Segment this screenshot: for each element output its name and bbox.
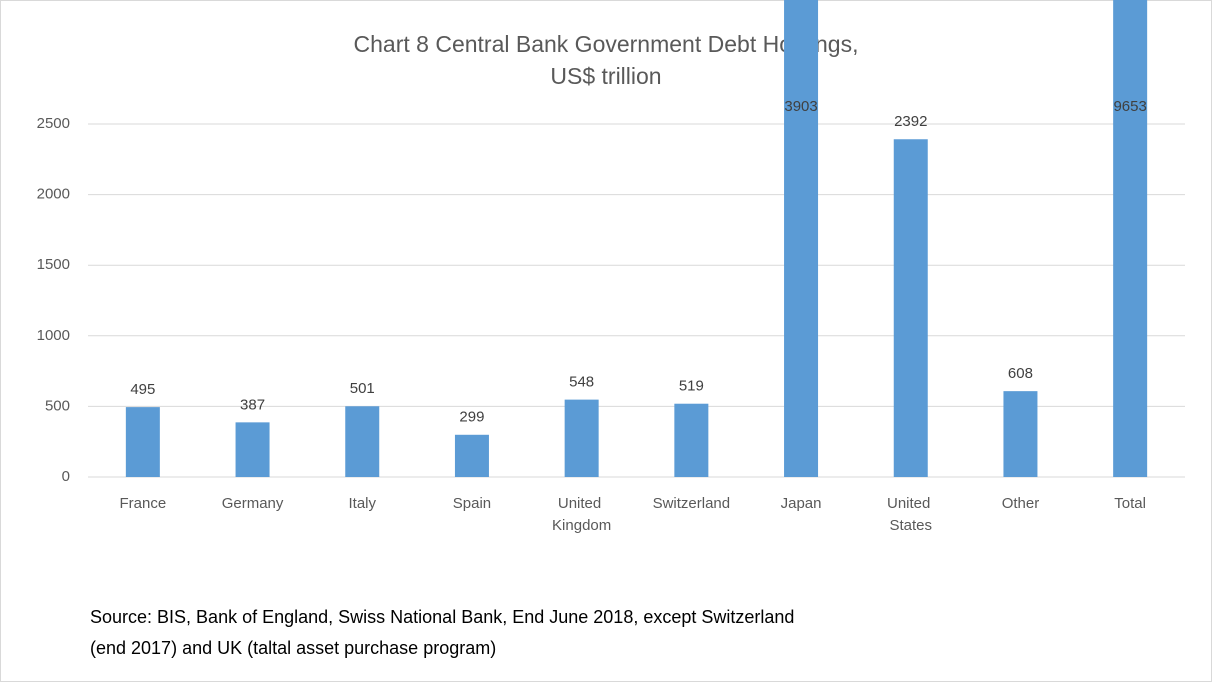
x-tick-label: Italy	[348, 495, 376, 512]
x-tick-label: United States	[887, 495, 935, 534]
bar	[125, 407, 160, 477]
value-label: 3903	[784, 98, 817, 115]
x-tick-label: Japan	[781, 495, 822, 512]
value-label: 387	[240, 396, 265, 413]
bar	[235, 422, 270, 477]
source-note: (end 2017) and UK (taltal asset purchase…	[90, 638, 496, 658]
plot-area	[125, 0, 1148, 477]
bar	[345, 406, 380, 477]
y-tick-label: 0	[62, 468, 70, 485]
bar	[454, 434, 489, 477]
value-label: 501	[350, 380, 375, 397]
bar	[784, 0, 819, 477]
x-tick-label: France	[120, 495, 167, 512]
bar	[1003, 391, 1038, 477]
bar	[564, 399, 599, 477]
x-tick-label: United Kingdom	[552, 495, 611, 534]
chart-title: Chart 8 Central Bank Government Debt Hol…	[354, 31, 859, 57]
value-label: 608	[1008, 365, 1033, 382]
value-label: 299	[459, 409, 484, 426]
y-tick-label: 500	[45, 397, 70, 414]
y-tick-label: 2500	[37, 115, 70, 132]
x-tick-label: Total	[1114, 495, 1146, 512]
bar	[674, 403, 709, 477]
x-tick-label: Germany	[222, 495, 284, 512]
value-label: 548	[569, 374, 594, 391]
x-tick-label: Spain	[453, 495, 491, 512]
bar	[1113, 0, 1148, 477]
y-tick-label: 1500	[37, 256, 70, 273]
x-tick-label: Switzerland	[653, 495, 731, 512]
value-label: 495	[130, 381, 155, 398]
x-tick-label: Other	[1002, 495, 1040, 512]
source-note: Source: BIS, Bank of England, Swiss Nati…	[90, 607, 794, 627]
bar	[893, 139, 928, 477]
value-label: 9653	[1113, 98, 1146, 115]
value-label: 519	[679, 378, 704, 395]
chart-title: US$ trillion	[550, 63, 661, 89]
y-tick-label: 1000	[37, 327, 70, 344]
y-tick-label: 2000	[37, 186, 70, 203]
value-label: 2392	[894, 113, 927, 130]
